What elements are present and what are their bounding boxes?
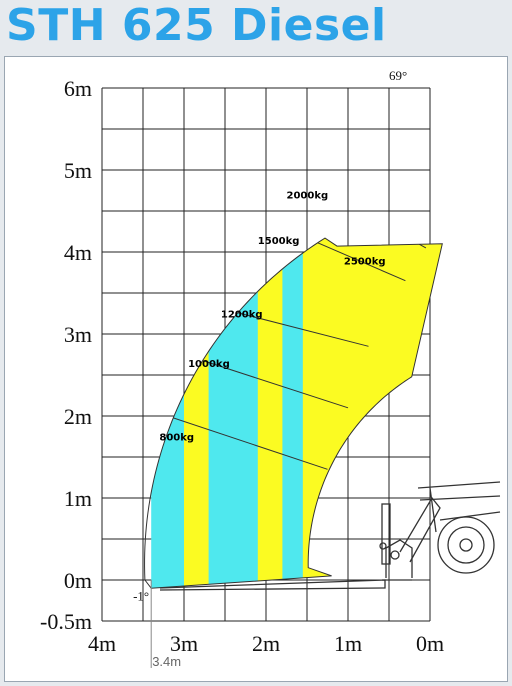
zone-label-2500: 2500kg xyxy=(344,256,386,267)
y-tick-label: -0.5m xyxy=(40,609,92,634)
zone-label-1000: 1000kg xyxy=(188,359,230,370)
zone-label-800: 800kg xyxy=(159,433,194,444)
zone-label-1200: 1200kg xyxy=(221,310,263,321)
zone-1200 xyxy=(208,238,259,589)
zone-1000 xyxy=(184,238,210,589)
y-tick-label: 2m xyxy=(64,404,92,429)
envelope-outline xyxy=(144,237,443,589)
x-tick-label: 3m xyxy=(170,631,198,656)
y-tick-label: 1m xyxy=(64,486,92,511)
y-tick-label: 5m xyxy=(64,158,92,183)
zone-2000 xyxy=(282,238,304,589)
telehandler-outline xyxy=(159,481,501,591)
x-marker-label: 3.4m xyxy=(152,654,181,669)
x-tick-label: 2m xyxy=(252,631,280,656)
zone-label-1500: 1500kg xyxy=(258,236,300,247)
y-tick-label: 4m xyxy=(64,240,92,265)
zone-divider xyxy=(183,354,349,409)
x-tick-label: 4m xyxy=(88,631,116,656)
zone-label-2000: 2000kg xyxy=(287,191,329,202)
min-angle-label: -1° xyxy=(133,589,149,604)
zone-divider xyxy=(155,411,328,470)
zone-divider xyxy=(311,133,446,178)
zone-divider xyxy=(278,238,427,249)
load-zones xyxy=(144,237,443,589)
zone-divider xyxy=(253,238,406,282)
x-tick-label: 0m xyxy=(416,631,444,656)
y-tick-label: 0m xyxy=(64,568,92,593)
max-angle-label: 69° xyxy=(389,68,407,83)
x-tick-label: 1m xyxy=(334,631,362,656)
y-tick-label: 6m xyxy=(64,76,92,101)
y-tick-label: 3m xyxy=(64,322,92,347)
chart-title: STH 625 Diesel xyxy=(6,0,387,51)
zone-1500 xyxy=(257,238,283,589)
zone-800 xyxy=(151,238,185,589)
